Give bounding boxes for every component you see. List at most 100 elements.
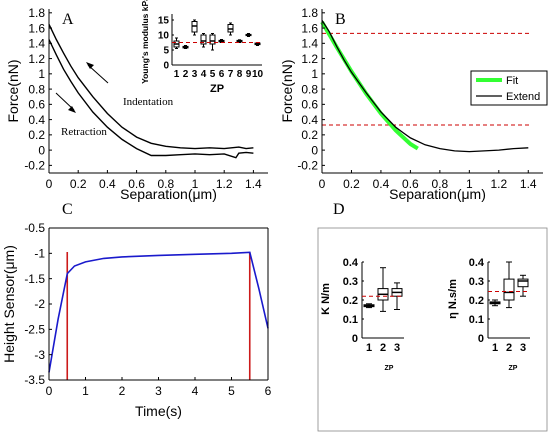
y-tick-label: 10	[158, 31, 170, 42]
y-axis-label: Force(nN)	[279, 59, 295, 122]
x-tick-label: 8	[237, 69, 243, 80]
box-body	[200, 34, 207, 45]
x-tick-label: 1.2	[216, 177, 233, 191]
y-tick-label: -1	[34, 247, 45, 261]
x-tick-label: 2	[380, 342, 386, 354]
y-tick-label: 0	[38, 143, 45, 157]
x-tick-label: 1.4	[245, 177, 262, 191]
box-3	[191, 19, 198, 36]
y-tick-label: 0.1	[469, 314, 484, 326]
y-tick-label: 0	[352, 333, 358, 345]
x-tick-label: 1.2	[490, 177, 507, 191]
panel-d-frame	[317, 227, 548, 432]
arrow-head	[68, 106, 76, 113]
box-1	[363, 303, 375, 309]
y-tick-label: 0.8	[28, 82, 45, 96]
y-tick-label: 0.4	[343, 257, 359, 269]
arrow-shaft	[87, 64, 109, 84]
box-4	[200, 33, 207, 48]
y-tick-label: 0.3	[469, 276, 484, 288]
panel-a-chart: -0.200.20.40.60.811.21.41.61.80 0.2 0.4 0.6…	[5, 6, 268, 202]
x-tick-label: 1	[492, 342, 498, 354]
y-tick-label: 1.6	[28, 21, 45, 35]
y-tick-label: 1.6	[301, 21, 318, 35]
panel-b-chart: -0.200.20.40.60.811.21.41.61.80 0.2 0.4 0.6…	[279, 6, 548, 202]
panel-label-c: C	[62, 201, 73, 218]
x-tick-label: 3	[394, 342, 400, 354]
legend-label: Extend	[506, 91, 540, 103]
y-tick-label: -1.5	[24, 272, 45, 286]
panel-d-eta-chart: 0 0.1 0.2 0.3 0.4 1 2 3 ZP η N.s/m	[447, 257, 530, 372]
x-axis-label: Separation(μm)	[120, 186, 217, 202]
x-tick-label: 3	[155, 384, 162, 398]
x-tick-label: 1	[174, 69, 180, 80]
y-tick-label: 0.2	[469, 295, 484, 307]
box-9	[245, 33, 252, 37]
box-body	[503, 278, 515, 301]
x-axis-label: Time(s)	[135, 403, 182, 419]
y-tick-label: 1.4	[28, 37, 45, 51]
x-tick-label: 0.4	[373, 177, 390, 191]
box-2	[503, 261, 515, 309]
box-3	[391, 282, 403, 310]
y-tick-label: -2.5	[24, 323, 45, 337]
y-tick-label: 0.2	[28, 128, 45, 142]
legend-label: Fit	[506, 75, 518, 87]
box-body	[209, 34, 216, 45]
box-6	[218, 39, 225, 43]
x-tick-label: 0.8	[157, 177, 174, 191]
x-tick-label: 4	[201, 69, 207, 80]
y-tick-label: 15	[158, 16, 170, 27]
box-5	[209, 33, 216, 51]
y-tick-label: 0.4	[301, 113, 318, 127]
x-tick-label: 1	[82, 384, 89, 398]
x-tick-label: 2	[506, 342, 512, 354]
y-tick-label: -2	[34, 297, 45, 311]
y-tick-label: 1.2	[28, 52, 45, 66]
x-tick-label: 2	[183, 69, 189, 80]
x-tick-label: 1	[192, 177, 199, 191]
annotation-label: Indentation	[123, 96, 174, 108]
x-tick-label: 0.2	[70, 177, 87, 191]
y-tick-label: 0.4	[469, 257, 485, 269]
y-tick-label: 0	[311, 143, 318, 157]
x-tick-label: 0	[46, 384, 53, 398]
x-tick-label: 2	[119, 384, 126, 398]
y-axis-label: Force(nN)	[5, 59, 21, 122]
box-7	[227, 22, 234, 36]
y-tick-label: 0	[163, 61, 169, 72]
x-tick-label: 9	[246, 69, 252, 80]
panel-label-b: B	[335, 11, 346, 28]
x-tick-label: 0	[46, 177, 53, 191]
y-axis-label: Young's modulus kPa	[140, 0, 150, 84]
box-2	[377, 267, 389, 312]
y-tick-label: -0.2	[297, 159, 318, 173]
y-axis-label: Height Sensor(μm)	[1, 245, 17, 363]
box-3	[517, 274, 529, 297]
y-tick-label: 0.1	[343, 314, 358, 326]
series-height-line	[48, 251, 269, 373]
x-tick-label: 6	[219, 69, 225, 80]
y-tick-label: 5	[163, 46, 169, 57]
arrow-head	[86, 62, 94, 69]
box-8	[236, 39, 243, 43]
y-tick-label: 0.4	[28, 113, 45, 127]
box-2	[182, 45, 189, 49]
x-axis-label: ZP	[210, 83, 224, 95]
panel-label-d: D	[333, 201, 345, 218]
y-tick-label: 1.8	[28, 6, 45, 20]
y-tick-label: 1	[311, 67, 318, 81]
y-axis-label: η N.s/m	[447, 279, 459, 319]
series-extend-line	[321, 20, 529, 153]
y-axis-label: K N/m	[320, 283, 332, 315]
y-tick-label: -3.5	[24, 373, 45, 387]
panel-c-chart: -3.5 -3 -2.5 -2 -1.5 -1 -0.5 0 1 2 3 4 5 6 Time(s) Heig…	[1, 221, 272, 419]
annotation-label: Retraction	[61, 126, 107, 138]
panel-label-a: A	[62, 11, 74, 28]
y-tick-label: 1	[38, 67, 45, 81]
x-tick-label: 0.6	[402, 177, 419, 191]
y-tick-label: 0.2	[301, 128, 318, 142]
x-tick-label: 10	[252, 69, 264, 80]
